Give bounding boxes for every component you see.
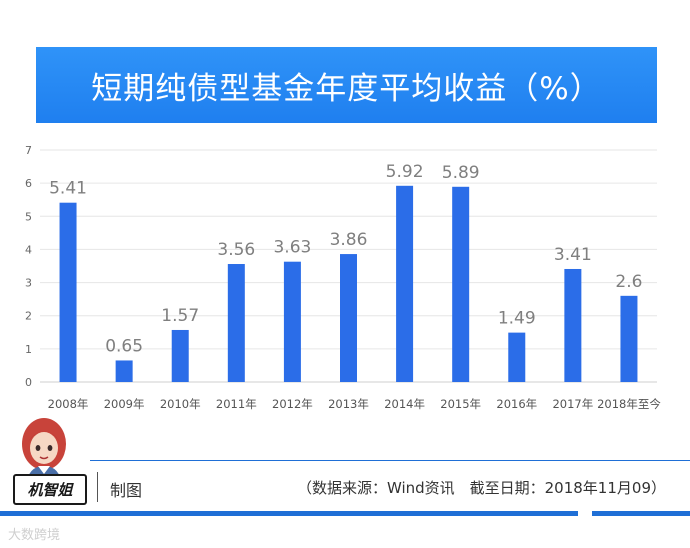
source-note: （数据来源：Wind资讯 截至日期：2018年11月09） (296, 479, 666, 497)
x-tick-label: 2014年 (384, 397, 425, 411)
data-label: 3.63 (273, 238, 311, 258)
x-tick-label: 2009年 (104, 397, 145, 411)
data-label: 5.92 (386, 162, 424, 182)
x-tick-label: 2018年至今 (597, 397, 661, 411)
mascot-avatar (22, 418, 66, 486)
data-label: 5.41 (49, 179, 87, 199)
footer-top-line (90, 460, 690, 461)
x-tick-label: 2012年 (272, 397, 313, 411)
data-label: 3.41 (554, 245, 592, 265)
x-tick-label: 2017年 (552, 397, 593, 411)
bar (115, 360, 133, 382)
bar (340, 254, 357, 382)
bar (59, 202, 77, 382)
x-tick-label: 2013年 (328, 397, 369, 411)
data-label: 1.49 (498, 309, 536, 329)
chart-title: 短期纯债型基金年度平均收益（%） (91, 70, 602, 107)
bar (396, 185, 414, 382)
y-tick-label: 5 (25, 210, 32, 223)
footer-bar-left (0, 511, 578, 516)
data-label: 3.86 (330, 230, 368, 250)
data-label: 5.89 (442, 163, 480, 183)
data-label: 3.56 (217, 240, 255, 260)
bar (452, 186, 470, 382)
x-tick-label: 2016年 (496, 397, 537, 411)
brand-logo: 机智姐 (13, 474, 87, 505)
x-tick-label: 2011年 (216, 397, 257, 411)
x-tick-label: 2015年 (440, 397, 481, 411)
data-label: 2.6 (615, 272, 642, 292)
watermark: 大数跨境 (8, 528, 61, 543)
bar (227, 264, 245, 382)
made-label: 制图 (110, 481, 143, 500)
y-tick-label: 3 (25, 277, 32, 290)
y-tick-label: 1 (25, 343, 32, 356)
bar (283, 261, 301, 382)
y-tick-label: 2 (25, 310, 32, 323)
footer-divider (97, 472, 98, 502)
bar (564, 268, 582, 382)
bar (508, 332, 526, 382)
data-label: 1.57 (161, 306, 199, 326)
bar (620, 295, 638, 382)
x-tick-label: 2010年 (160, 397, 201, 411)
y-tick-label: 7 (25, 144, 32, 157)
bar (171, 329, 189, 382)
footer-bar-right (592, 511, 690, 516)
y-tick-label: 4 (25, 243, 32, 256)
x-tick-label: 2008年 (48, 397, 89, 411)
y-tick-label: 6 (25, 177, 32, 190)
y-tick-label: 0 (25, 376, 32, 389)
data-label: 0.65 (105, 336, 143, 356)
title-banner: 短期纯债型基金年度平均收益（%） (36, 47, 657, 123)
